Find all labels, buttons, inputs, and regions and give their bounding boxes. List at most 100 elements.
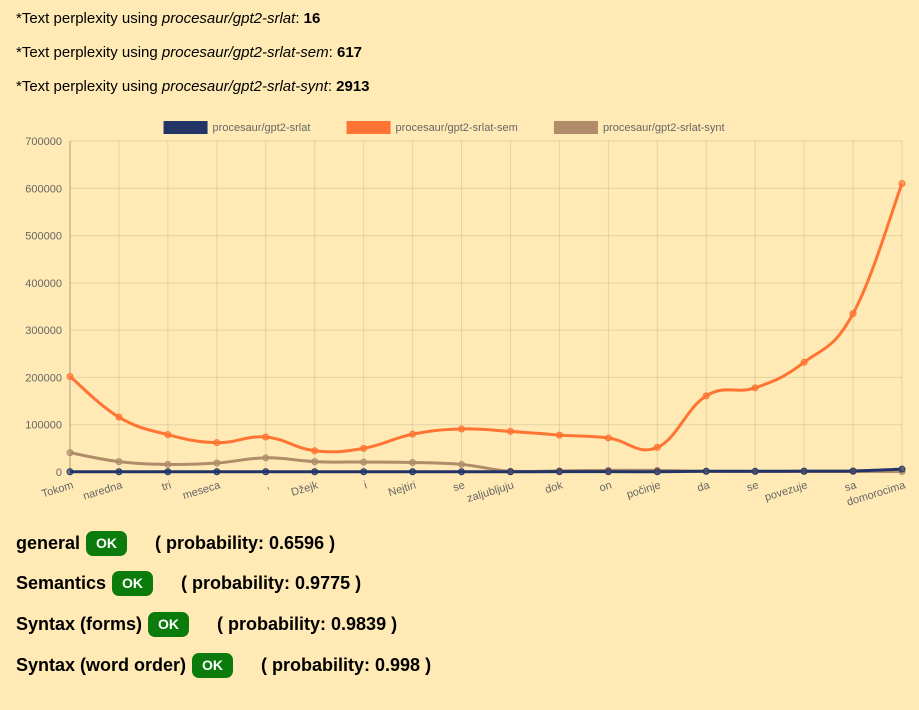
data-point[interactable] [458, 425, 466, 433]
perplexity-line-chart: procesaur/gpt2-srlat procesaur/gpt2-srlat… [25, 121, 908, 509]
data-point[interactable] [164, 468, 172, 476]
ok-badge: OK [86, 530, 128, 556]
data-point[interactable] [213, 439, 221, 447]
x-tick-label: on [598, 479, 613, 494]
probability-text: ( probability: 0.9839 ) [217, 613, 398, 634]
chart-points[interactable] [66, 180, 906, 476]
data-point[interactable] [311, 447, 319, 455]
x-tick-label: da [696, 479, 712, 494]
data-point[interactable] [360, 458, 368, 466]
data-point[interactable] [751, 384, 759, 392]
data-point[interactable] [604, 434, 612, 442]
x-tick-label: dok [544, 479, 565, 496]
data-point[interactable] [360, 468, 368, 476]
result-syntax-forms: Syntax (forms) OK ( probability: 0.9839 ) [16, 611, 397, 637]
result-label: Syntax (forms) [16, 613, 143, 634]
legend-swatch[interactable] [553, 121, 598, 134]
data-point[interactable] [506, 427, 514, 435]
probability-text: ( probability: 0.9775 ) [181, 572, 362, 593]
data-point[interactable] [66, 372, 74, 380]
x-tick-label: tri [160, 479, 172, 493]
data-point[interactable] [66, 449, 74, 457]
data-point[interactable] [164, 431, 172, 439]
data-point[interactable] [702, 467, 710, 475]
data-point[interactable] [409, 430, 417, 438]
perplexity-prefix: *Text perplexity using [16, 10, 162, 27]
data-point[interactable] [409, 459, 417, 467]
legend-swatch[interactable] [163, 121, 208, 134]
legend-label[interactable]: procesaur/gpt2-srlat-synt [603, 122, 725, 134]
perplexity-prefix: *Text perplexity using [16, 78, 162, 95]
data-point[interactable] [702, 392, 710, 400]
series-line [69, 451, 902, 474]
data-point[interactable] [360, 444, 368, 452]
data-point[interactable] [213, 468, 221, 476]
perplexity-separator: : [327, 78, 337, 95]
y-tick-label: 100000 [25, 420, 62, 432]
x-tick-label: zaljubljuju [466, 479, 516, 505]
data-point[interactable] [555, 431, 563, 439]
data-point[interactable] [800, 358, 808, 366]
chart-legend[interactable]: procesaur/gpt2-srlat procesaur/gpt2-srlat… [163, 121, 725, 134]
data-point[interactable] [849, 467, 857, 475]
perplexity-line-gpt2-srlat-sem: *Text perplexity using procesaur/gpt2-sr… [16, 44, 362, 62]
perplexity-line-gpt2-srlat: *Text perplexity using procesaur/gpt2-sr… [16, 10, 320, 28]
x-tick-label: meseca [181, 479, 222, 502]
data-point[interactable] [653, 443, 661, 451]
data-point[interactable] [800, 467, 808, 475]
data-point[interactable] [213, 459, 221, 467]
result-semantics: Semantics OK ( probability: 0.9775 ) [16, 570, 361, 596]
legend-swatch[interactable] [346, 121, 391, 134]
result-syntax-word-order: Syntax (word order) OK ( probability: 0.99… [16, 652, 431, 678]
data-point[interactable] [898, 465, 906, 473]
x-tick-label: naredna [82, 479, 125, 503]
data-point[interactable] [604, 468, 612, 476]
data-point[interactable] [898, 180, 906, 188]
perplexity-model-name: procesaur/gpt2-srlat [161, 10, 296, 27]
data-point[interactable] [164, 460, 172, 468]
data-point[interactable] [262, 433, 270, 441]
ok-badge: OK [192, 652, 234, 678]
perplexity-value: 617 [336, 44, 363, 61]
data-point[interactable] [262, 468, 270, 476]
data-point[interactable] [115, 468, 123, 476]
ok-badge: OK [148, 611, 190, 637]
x-tick-label: sa [843, 479, 858, 494]
y-tick-label: 700000 [25, 136, 62, 148]
x-tick-label: povezuje [763, 479, 809, 503]
data-point[interactable] [458, 468, 466, 476]
series-line [70, 467, 903, 474]
data-point[interactable] [311, 458, 319, 466]
perplexity-model-name: procesaur/gpt2-srlat-synt [161, 78, 328, 95]
data-point[interactable] [262, 454, 270, 462]
x-tick-label: se [745, 479, 760, 494]
data-point[interactable] [115, 413, 123, 421]
data-point[interactable] [555, 468, 563, 476]
perplexity-model-name: procesaur/gpt2-srlat-sem [161, 44, 329, 61]
x-tick-label: , [264, 479, 270, 491]
legend-label[interactable]: procesaur/gpt2-srlat [213, 122, 311, 134]
data-point[interactable] [751, 467, 759, 475]
x-tick-label: se [452, 479, 467, 494]
chart-grid [69, 140, 903, 473]
result-label: Semantics [16, 572, 107, 593]
result-label: general [16, 532, 81, 553]
y-tick-label: 0 [56, 467, 62, 479]
result-label: Syntax (word order) [16, 654, 187, 675]
data-point[interactable] [653, 468, 661, 476]
data-point[interactable] [506, 468, 514, 476]
result-general: general OK ( probability: 0.6596 ) [16, 530, 335, 556]
legend-label[interactable]: procesaur/gpt2-srlat-sem [396, 122, 518, 134]
x-tick-label: počinje [625, 479, 662, 501]
data-point[interactable] [66, 468, 74, 476]
ok-badge: OK [112, 570, 154, 596]
probability-text: ( probability: 0.998 ) [261, 654, 432, 675]
chart-axis-labels: 0 100000 200000 300000 400000 500000 600000 700… [25, 136, 907, 509]
data-point[interactable] [458, 460, 466, 468]
data-point[interactable] [311, 468, 319, 476]
data-point[interactable] [409, 468, 417, 476]
perplexity-separator: : [295, 10, 304, 27]
data-point[interactable] [849, 310, 857, 318]
data-point[interactable] [115, 458, 123, 466]
perplexity-value: 2913 [336, 78, 370, 95]
